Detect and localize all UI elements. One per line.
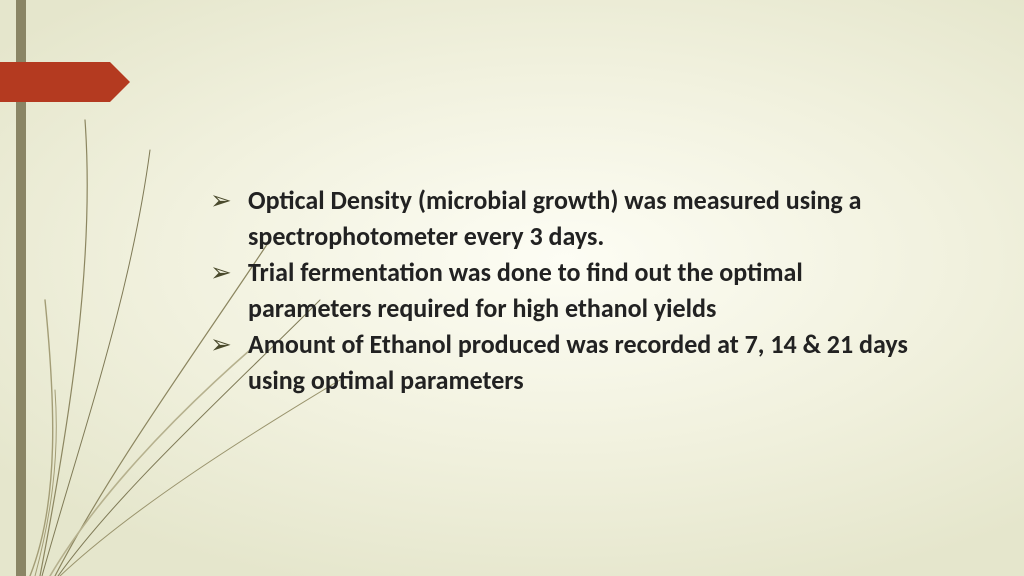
bullet-list: ➢ Optical Density (microbial growth) was… xyxy=(210,182,930,398)
bullet-item: ➢Trial fermentation was done to find out… xyxy=(210,254,930,326)
accent-flag xyxy=(0,62,110,102)
bullet-marker-icon: ➢ xyxy=(210,254,248,290)
bullet-item: ➢ Optical Density (microbial growth) was… xyxy=(210,182,930,254)
bullet-marker-icon: ➢ xyxy=(210,326,248,362)
bullet-item: ➢Amount of Ethanol produced was recorded… xyxy=(210,326,930,398)
bullet-text: Trial fermentation was done to find out … xyxy=(248,254,930,326)
bullet-text: Amount of Ethanol produced was recorded … xyxy=(248,326,930,398)
bullet-text: Optical Density (microbial growth) was m… xyxy=(248,182,930,254)
bullet-marker-icon: ➢ xyxy=(210,182,248,218)
